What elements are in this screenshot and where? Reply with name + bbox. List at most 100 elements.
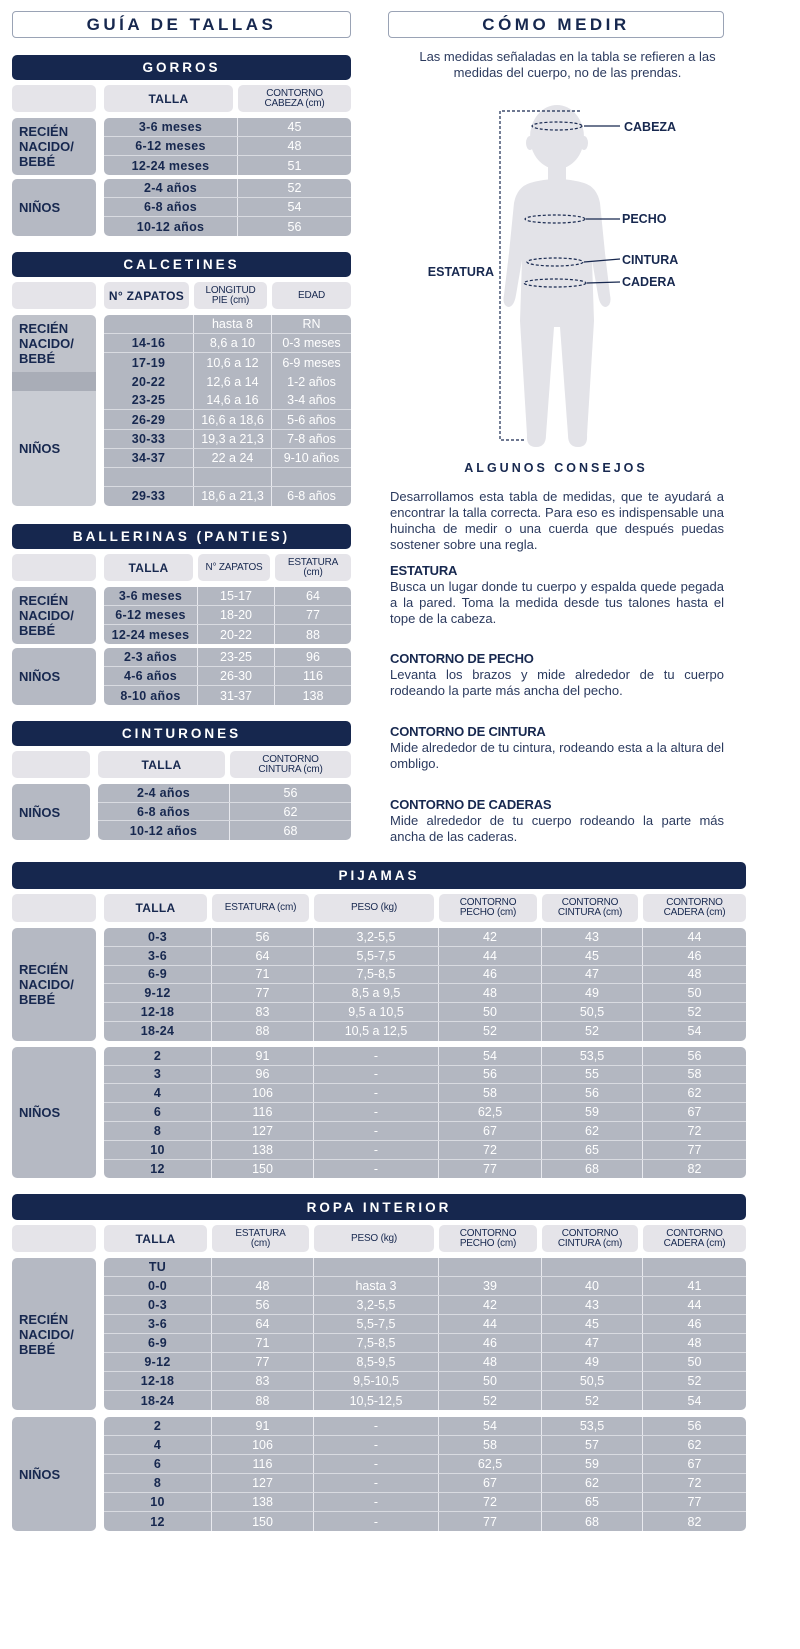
child-silhouette-icon [503, 105, 611, 447]
value-cell: 82 [687, 1161, 702, 1176]
value-cell: 64 [306, 589, 320, 603]
table-row: 14-16 8,6 a 10 0-3 meses [104, 334, 351, 354]
size-cell: 30-33 [104, 429, 194, 448]
value-cell: - [314, 1046, 439, 1065]
group-label [12, 372, 96, 392]
table-row: 3-6 meses 15-17 64 [104, 587, 351, 606]
value-cell: 42 [439, 1296, 542, 1314]
column-header: ESTATURA (cm) [212, 1225, 309, 1252]
value-cell: - [314, 1474, 439, 1492]
size-cell: 6-12 meses [104, 137, 238, 155]
table-row: 8 127-67 62 72 [104, 1474, 746, 1493]
value-cell: 150 [212, 1159, 314, 1179]
tip-caderas: CONTORNO DE CADERAS Mide alrededor de tu… [390, 797, 724, 845]
value-cell: 41 [687, 1279, 702, 1293]
table-row: 2 91-54 53,5 56 [104, 1417, 746, 1436]
table-row: 4-6 años 26-30 116 [104, 667, 351, 686]
size-cell: 29-33 [104, 486, 194, 506]
value-cell: 42 [439, 928, 542, 946]
value-cell: 67 [439, 1474, 542, 1492]
row-group: NIÑOS 2 91-54 53,5 56 3 96-56 55 58 4 106-58 56 62 6 1… [12, 1046, 746, 1179]
table-row: 8 127-67 62 72 [104, 1121, 746, 1141]
hip-measure-line [523, 278, 587, 288]
size-cell: 6-9 [104, 965, 212, 984]
value-cell: 52 [439, 1391, 542, 1410]
table-row: 23-25 14,6 a 16 3-4 años [104, 391, 351, 411]
measurement-figure: CABEZA PECHO CINTURA CADERA ESTATURA [428, 105, 678, 447]
size-cell: 6-12 meses [104, 606, 198, 624]
value-cell: 56 [687, 1048, 702, 1063]
value-cell: 77 [439, 1512, 542, 1531]
size-cell: 0-3 [104, 928, 212, 946]
size-cell: 4-6 años [104, 667, 198, 685]
value-cell: 3,2-5,5 [314, 1296, 439, 1314]
size-cell: 18-24 [104, 1391, 212, 1410]
size-cell: 34-37 [104, 448, 194, 467]
group-label: RECIÉN NACIDO/ BEBÉ [12, 928, 96, 1041]
value-cell: 9,5-10,5 [314, 1372, 439, 1390]
group-label: RECIÉN NACIDO/ BEBÉ [12, 587, 96, 644]
value-cell: 45 [542, 1315, 643, 1333]
value-cell: 46 [687, 948, 702, 963]
value-cell: 96 [306, 650, 320, 664]
value-cell: 50 [687, 1355, 702, 1369]
value-cell: 16,6 a 18,6 [194, 410, 272, 429]
table-row: 6-9 71 7,5-8,5 46 47 48 [104, 1334, 746, 1353]
table-row: 10 138-72 65 77 [104, 1140, 746, 1160]
value-cell: 71 [212, 965, 314, 984]
value-cell: 59 [542, 1455, 643, 1473]
value-cell: 44 [687, 929, 702, 944]
row-group: NIÑOS 2-4 años 52 6-8 años 54 10-12 años 56 [12, 179, 351, 236]
value-cell: 138 [212, 1140, 314, 1159]
value-cell: 48 [287, 139, 302, 153]
column-header: ESTATURA (cm) [212, 894, 309, 922]
row-group: NIÑOS 2-4 años 56 6-8 años 62 10-12 años 68 [12, 784, 351, 841]
value-cell: 127 [212, 1474, 314, 1492]
table-row: 10-12 años 68 [98, 821, 351, 841]
table-row: 18-24 88 10,5-12,5 52 52 54 [104, 1391, 746, 1410]
size-cell: 3-6 [104, 1315, 212, 1333]
value-cell: 56 [439, 1065, 542, 1084]
size-cell: 10-12 años [98, 821, 230, 841]
value-cell: 1-2 años [287, 374, 336, 389]
size-cell: 8 [104, 1121, 212, 1140]
value-cell [542, 1258, 643, 1276]
label-cadera: CADERA [622, 275, 675, 289]
value-cell: 22 a 24 [194, 448, 272, 467]
height-bracket [499, 110, 580, 441]
table-title: BALLERINAS (PANTIES) [12, 524, 351, 549]
value-cell: 39 [439, 1277, 542, 1295]
value-cell: 62 [687, 1086, 702, 1101]
value-cell: 68 [542, 1159, 643, 1179]
value-cell: 71 [212, 1334, 314, 1352]
value-cell: 88 [212, 1021, 314, 1041]
value-cell: 55 [542, 1065, 643, 1084]
value-cell: 56 [212, 928, 314, 946]
value-cell: - [314, 1103, 439, 1121]
value-cell: 77 [212, 984, 314, 1003]
group-data: 2-4 años 52 6-8 años 54 10-12 años 56 [104, 179, 351, 236]
size-cell [104, 315, 194, 334]
group-data: 3-6 meses 15-17 64 6-12 meses 18-20 77 12-24 m… [104, 587, 351, 644]
value-cell: 46 [439, 965, 542, 984]
size-cell: 10-12 años [104, 217, 238, 236]
group-data: hasta 8 RN 14-16 8,6 a 10 0-3 meses 17-19 10,6… [104, 315, 351, 373]
tips-title: ALGUNOS CONSEJOS [464, 461, 648, 475]
table-pijamas: PIJAMAS TALLA ESTATURA (cm) PESO (kg) CONTOR… [12, 862, 746, 1179]
value-cell: 52 [542, 1021, 643, 1041]
table-cinturones: CINTURONES TALLA CONTORNO CINTURA (cm) NIÑO… [12, 721, 351, 841]
table-header-row: TALLA N° ZAPATOS ESTATURA (cm) [12, 554, 351, 581]
value-cell: 116 [212, 1455, 314, 1473]
table-row: hasta 8 RN [104, 315, 351, 335]
column-header: N° ZAPATOS [198, 554, 270, 581]
value-cell: 77 [687, 1142, 702, 1157]
column-header: ESTATURA (cm) [275, 554, 351, 581]
table-row: 0-0 48 hasta 3 39 40 41 [104, 1277, 746, 1296]
table-row: 0-3 56 3,2-5,5 42 43 44 [104, 1296, 746, 1315]
value-cell: 64 [212, 1315, 314, 1333]
size-guide-title: GUÍA DE TALLAS [12, 11, 351, 38]
size-cell: 3-6 [104, 946, 212, 965]
table-row: 3-6 64 5,5-7,5 44 45 46 [104, 946, 746, 966]
tip-estatura: ESTATURA Busca un lugar donde tu cuerpo … [390, 563, 724, 627]
value-cell: - [314, 1455, 439, 1473]
